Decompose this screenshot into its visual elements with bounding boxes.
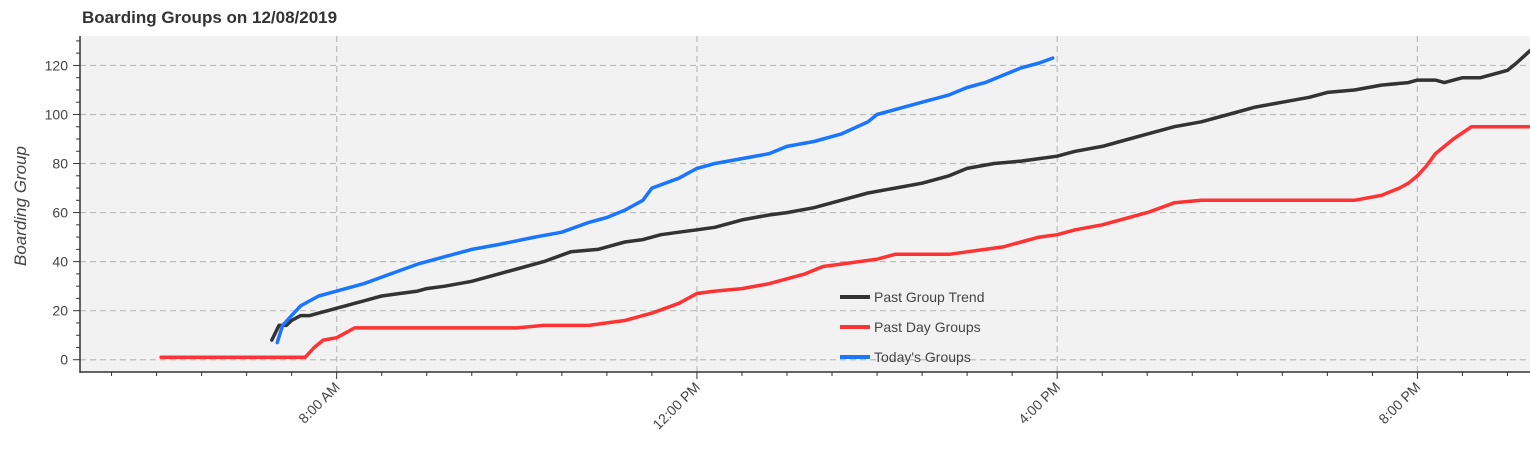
y-axis-label: Boarding Group	[11, 146, 30, 266]
plot-area	[80, 36, 1530, 372]
y-tick-label: 0	[60, 352, 68, 368]
chart-title: Boarding Groups on 12/08/2019	[82, 8, 337, 27]
x-tick-label: 8:00 PM	[1375, 379, 1423, 427]
series-line-today-s-groups	[275, 56, 1055, 345]
y-tick-label: 80	[52, 156, 68, 172]
y-tick-label: 40	[52, 254, 68, 270]
y-tick-label: 60	[52, 205, 68, 221]
x-tick-label: 4:00 PM	[1015, 379, 1063, 427]
legend: Past Group Trend Past Day Groups Today's G…	[840, 289, 985, 365]
y-tick-label: 120	[45, 57, 69, 73]
x-tick-label: 12:00 PM	[649, 379, 703, 433]
y-tick-label: 100	[45, 106, 69, 122]
legend-label-past-day-groups: Past Day Groups	[874, 319, 981, 335]
x-tick-label: 8:00 AM	[295, 379, 343, 427]
legend-label-today-s-groups: Today's Groups	[874, 349, 971, 365]
series-line-past-group-trend	[270, 48, 1530, 342]
series-line-past-day-groups	[159, 124, 1530, 360]
series-lines	[159, 48, 1530, 360]
y-tick-label: 20	[52, 303, 68, 319]
legend-label-past-group-trend: Past Group Trend	[874, 289, 985, 305]
